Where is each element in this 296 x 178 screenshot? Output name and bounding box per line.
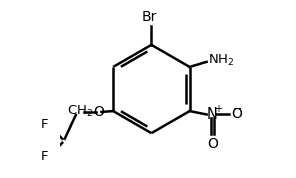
Text: N: N [207,107,218,122]
Text: NH$_2$: NH$_2$ [208,53,235,68]
Text: O: O [207,137,218,151]
Text: O: O [231,108,242,121]
Text: −: − [233,104,242,114]
Text: O: O [93,105,104,119]
Text: F: F [41,150,49,163]
Text: CH$_2$: CH$_2$ [67,104,93,119]
Text: +: + [214,104,222,114]
Text: Br: Br [142,11,157,24]
Text: F: F [41,118,49,131]
